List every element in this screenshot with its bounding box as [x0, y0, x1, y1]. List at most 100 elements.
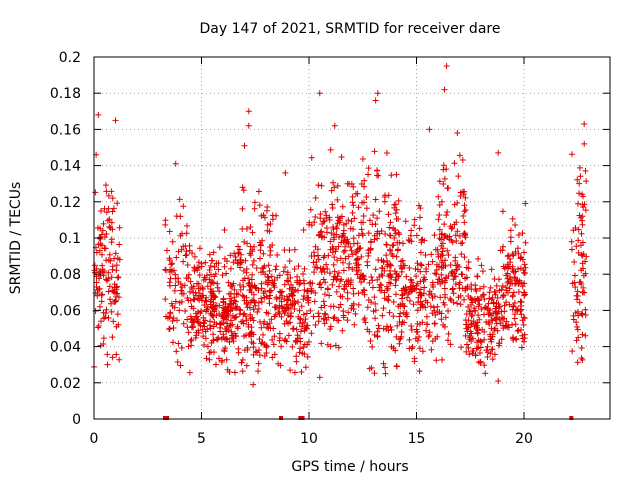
data-point — [206, 251, 213, 258]
data-point — [473, 287, 480, 294]
data-point — [249, 229, 256, 236]
data-point — [501, 302, 508, 309]
data-point — [210, 349, 217, 356]
data-point — [521, 249, 528, 256]
x-tick-label: 0 — [90, 431, 99, 447]
data-point — [281, 281, 288, 288]
data-point — [350, 240, 357, 247]
data-point — [353, 267, 360, 274]
data-point — [405, 236, 412, 243]
data-point — [167, 310, 174, 317]
data-point — [360, 199, 367, 206]
data-point — [376, 274, 383, 281]
data-point — [369, 284, 376, 291]
data-point — [196, 296, 203, 303]
data-point — [451, 201, 458, 208]
data-point — [300, 292, 307, 299]
data-point — [439, 252, 446, 259]
data-point — [170, 315, 177, 322]
data-point — [226, 322, 233, 329]
data-point — [416, 368, 423, 375]
data-point — [209, 290, 216, 297]
data-point — [428, 346, 435, 353]
data-point — [456, 232, 463, 239]
data-point — [417, 261, 424, 268]
data-point — [453, 262, 460, 269]
data-point — [216, 310, 223, 317]
data-point — [444, 247, 451, 254]
data-point — [408, 345, 415, 352]
data-point — [177, 362, 184, 369]
data-point — [102, 245, 109, 252]
y-tick-label: 0.04 — [50, 340, 81, 356]
data-point — [449, 286, 456, 293]
data-point — [575, 200, 582, 207]
data-point — [465, 259, 472, 266]
data-point — [371, 148, 378, 155]
data-point — [512, 221, 519, 228]
data-point — [176, 196, 183, 203]
data-point — [578, 251, 585, 258]
data-point — [380, 305, 387, 312]
data-point — [421, 284, 428, 291]
data-point — [416, 225, 423, 232]
data-point — [445, 330, 452, 337]
data-point — [500, 315, 507, 322]
data-point — [247, 224, 254, 231]
data-point — [223, 270, 230, 277]
data-point — [268, 287, 275, 294]
data-point — [431, 232, 438, 239]
data-point — [204, 272, 211, 279]
data-point — [257, 319, 264, 326]
data-point — [204, 283, 211, 290]
data-point — [104, 351, 111, 358]
data-point — [388, 274, 395, 281]
data-point — [334, 196, 341, 203]
data-point — [493, 314, 500, 321]
data-point — [363, 205, 370, 212]
data-point — [406, 237, 413, 244]
data-point — [241, 310, 248, 317]
data-point — [397, 335, 404, 342]
data-point — [103, 231, 110, 238]
data-point — [312, 322, 319, 329]
data-point — [114, 200, 121, 207]
data-point — [250, 257, 257, 264]
data-point — [254, 308, 261, 315]
data-point — [289, 343, 296, 350]
zero-data-point — [569, 416, 574, 420]
data-point — [354, 190, 361, 197]
data-point — [431, 270, 438, 277]
data-point — [387, 323, 394, 330]
data-point — [481, 296, 488, 303]
data-point — [349, 251, 356, 258]
data-point — [372, 196, 379, 203]
data-point — [290, 325, 297, 332]
data-point — [243, 225, 250, 232]
data-point — [583, 253, 590, 260]
data-point — [392, 201, 399, 208]
data-point — [372, 266, 379, 273]
data-point — [449, 285, 456, 292]
data-point — [387, 219, 394, 226]
data-point — [306, 221, 313, 228]
data-point — [166, 325, 173, 332]
data-point — [272, 266, 279, 273]
data-point — [365, 171, 372, 178]
data-point — [104, 277, 111, 284]
data-point — [209, 279, 216, 286]
data-point — [285, 332, 292, 339]
data-point — [416, 333, 423, 340]
data-point — [190, 289, 197, 296]
data-point — [276, 294, 283, 301]
data-point — [255, 368, 262, 375]
data-point — [166, 279, 173, 286]
data-point — [282, 169, 289, 176]
data-point — [162, 221, 169, 228]
data-point — [294, 335, 301, 342]
data-point — [491, 276, 498, 283]
data-point — [166, 268, 173, 275]
data-point — [416, 202, 423, 209]
data-point — [438, 198, 445, 205]
